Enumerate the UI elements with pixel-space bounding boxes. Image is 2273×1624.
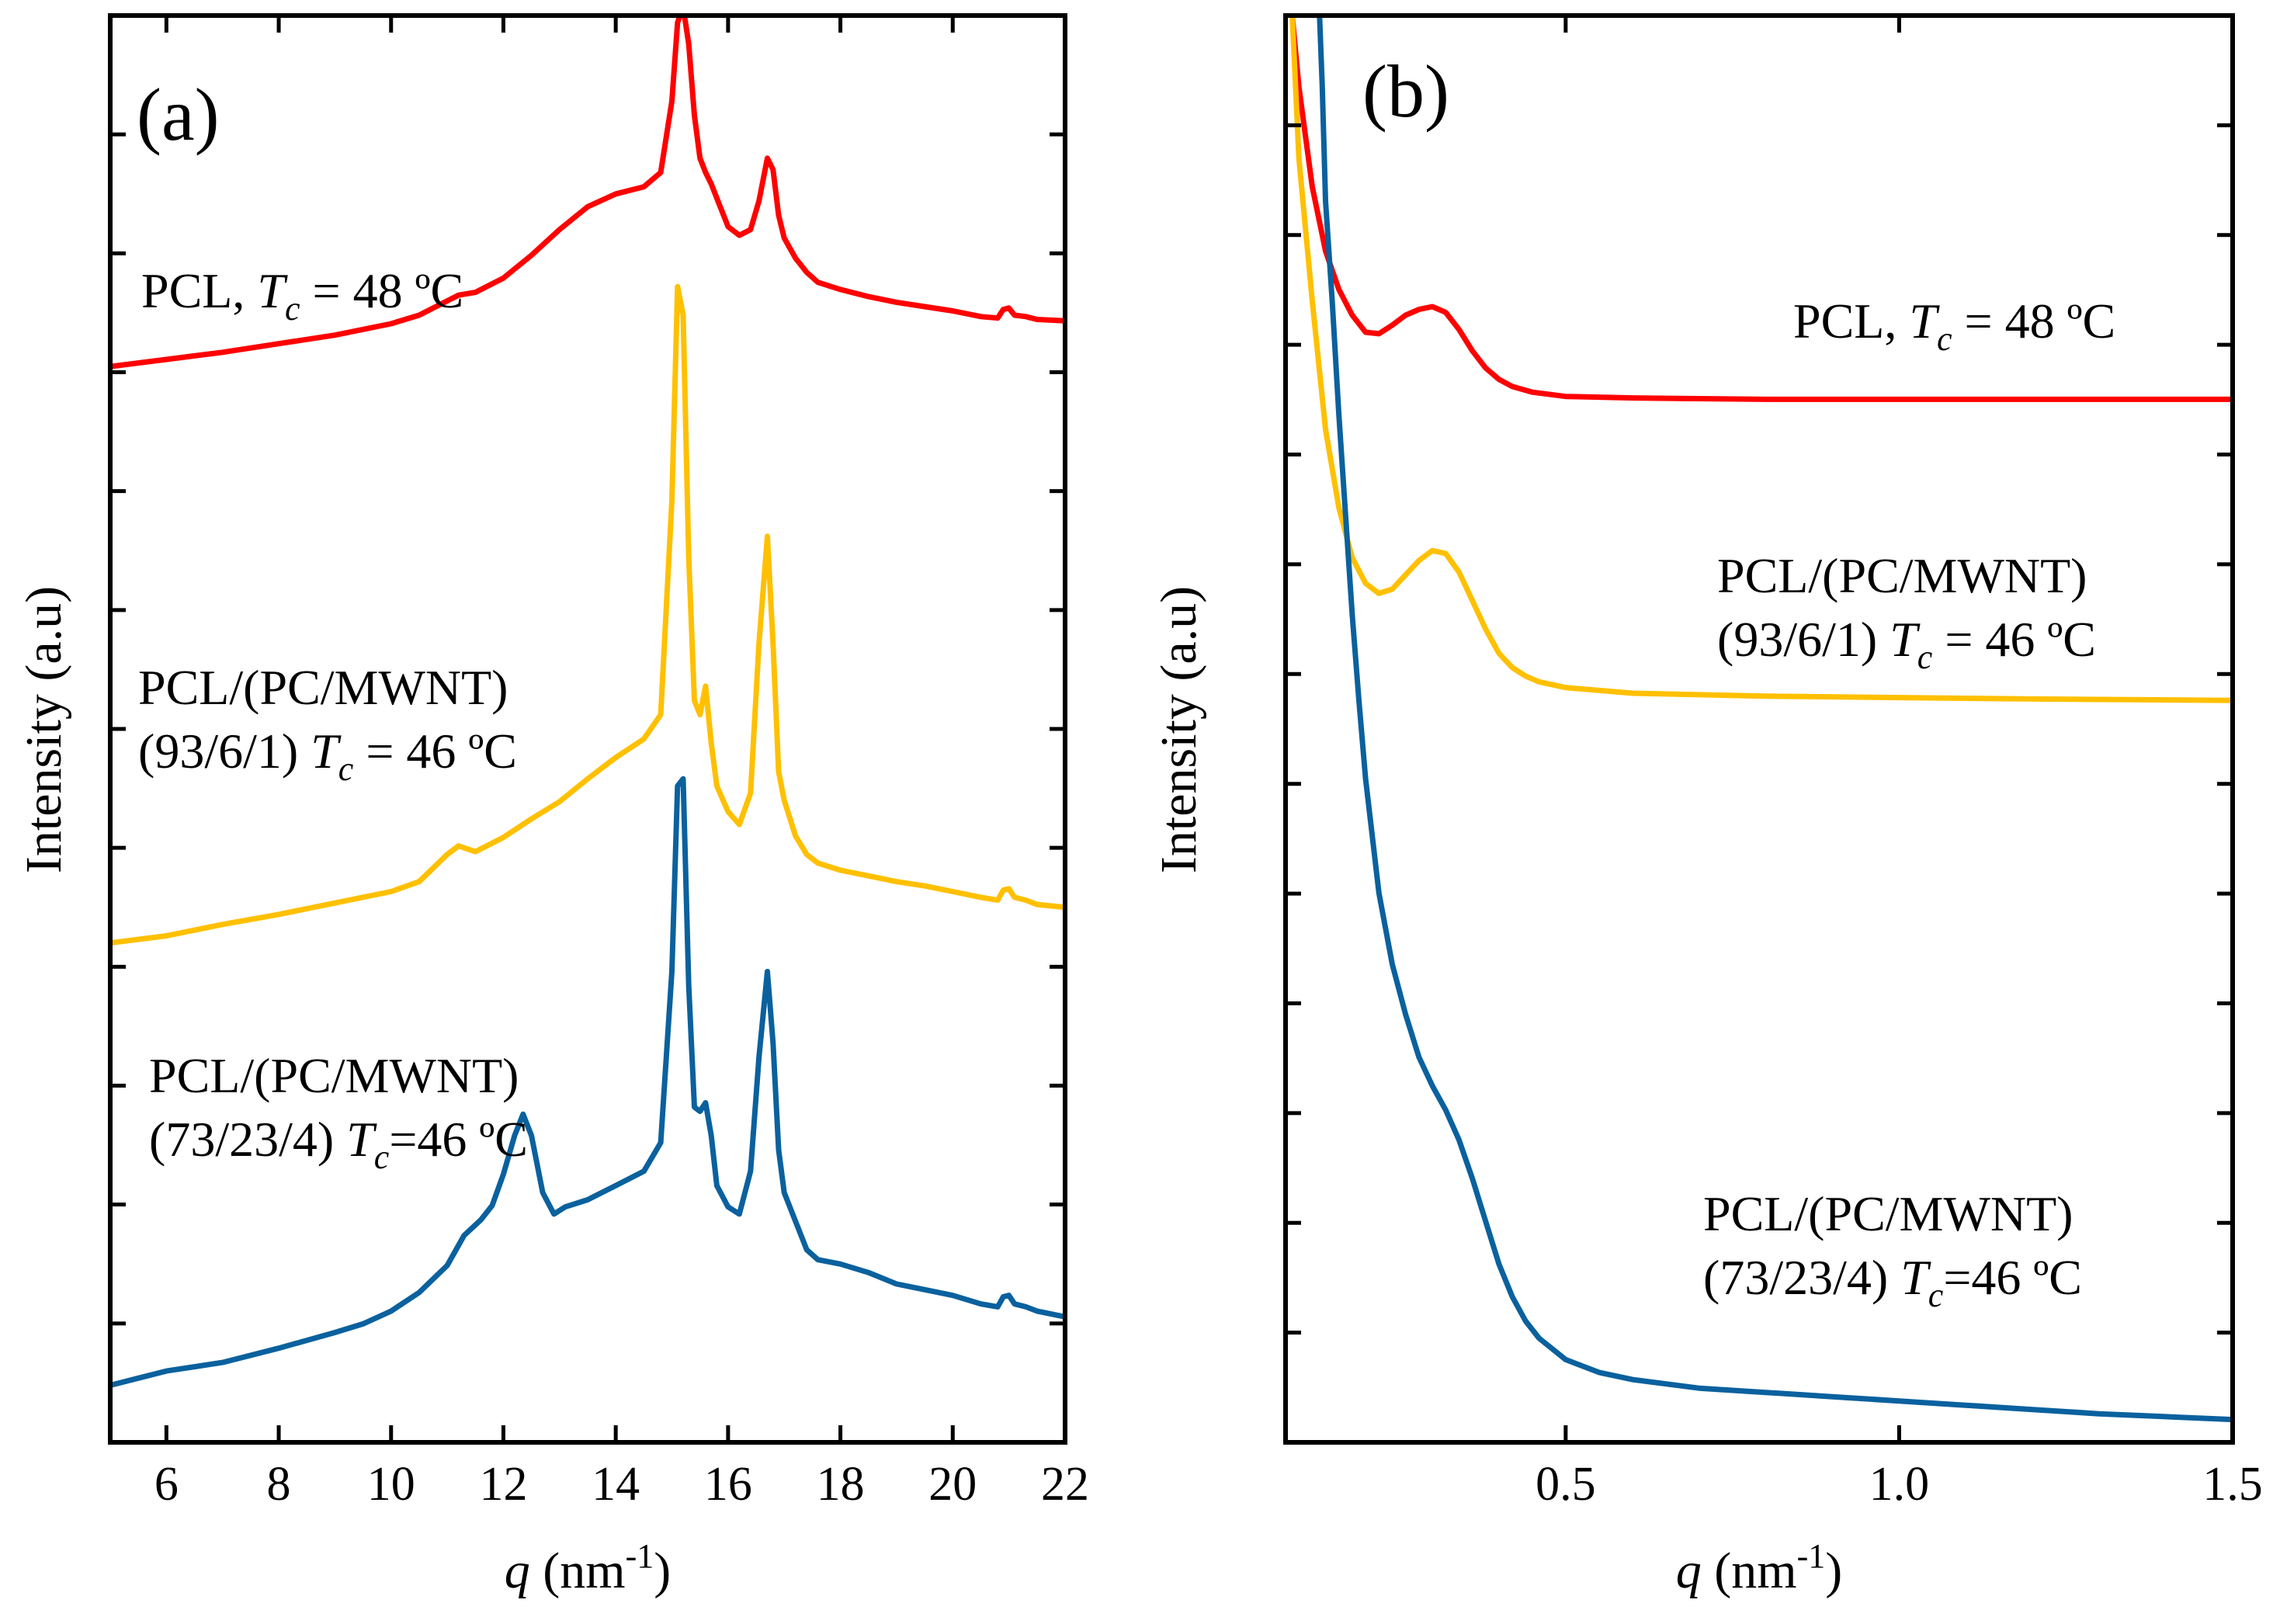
x-axis-title-a: q (nm-1) bbox=[505, 1537, 671, 1599]
x-tick-label-a-6: 18 bbox=[817, 1458, 865, 1511]
series-line-b-1 bbox=[1289, 16, 2233, 402]
series-line-a-1 bbox=[110, 16, 1065, 370]
series-label-a-3-line-2: (73/23/4) Tc=46 ºC bbox=[149, 1112, 528, 1176]
x-tick-label-b-1: 1.0 bbox=[1869, 1458, 1930, 1511]
series-line-b-3 bbox=[1317, 16, 2233, 1423]
chart-panel-b: 0.5 1.0 1.5 (b) Intensity (a.u) q (nm-1) PCL, … bbox=[1150, 13, 2263, 1599]
y-axis-title-b: Intensity (a.u) bbox=[1150, 586, 1207, 873]
series-label-a-3-line-1: PCL/(PC/MWNT) bbox=[149, 1048, 519, 1103]
axes-frame-b bbox=[1283, 13, 2235, 1445]
series-line-b-2 bbox=[1289, 16, 2233, 703]
y-axis-title-a: Intensity (a.u) bbox=[16, 586, 72, 873]
series-group-a bbox=[110, 16, 1065, 1388]
x-tick-label-a-1: 8 bbox=[267, 1458, 291, 1511]
series-label-a-2-line-1: PCL/(PC/MWNT) bbox=[138, 660, 508, 715]
chart-panel-a: 6 8 10 12 14 16 18 20 22 (a) Intensity (a.u) q (nm-… bbox=[16, 13, 1089, 1599]
x-tick-label-a-7: 20 bbox=[928, 1458, 977, 1511]
series-label-b-1-line-1: PCL, Tc = 48 ºC bbox=[1793, 293, 2115, 358]
x-tick-label-a-8: 22 bbox=[1041, 1458, 1089, 1511]
series-line-a-3 bbox=[110, 776, 1065, 1388]
x-axis-title-b: q (nm-1) bbox=[1676, 1537, 1842, 1599]
x-tick-label-a-5: 16 bbox=[704, 1458, 752, 1511]
x-tick-label-a-4: 14 bbox=[592, 1458, 640, 1511]
x-tick-label-a-3: 12 bbox=[479, 1458, 527, 1511]
panel-label-b: (b) bbox=[1362, 50, 1449, 133]
series-line-a-2 bbox=[110, 283, 1065, 946]
x-tick-label-b-0: 0.5 bbox=[1536, 1458, 1596, 1511]
x-tick-label-b-2: 1.5 bbox=[2202, 1458, 2263, 1511]
series-label-b-2-line-2: (93/6/1) Tc = 46 ºC bbox=[1717, 612, 2096, 676]
series-label-a-2-line-2: (93/6/1) Tc = 46 ºC bbox=[138, 724, 517, 788]
x-tick-label-a-2: 10 bbox=[367, 1458, 415, 1511]
series-label-b-3-line-1: PCL/(PC/MWNT) bbox=[1703, 1186, 2073, 1241]
series-label-b-3-line-2: (73/23/4) Tc=46 ºC bbox=[1703, 1250, 2082, 1314]
series-label-a-1-line-1: PCL, Tc = 48 ºC bbox=[141, 263, 463, 328]
series-label-b-2-line-1: PCL/(PC/MWNT) bbox=[1717, 548, 2087, 603]
panel-label-a: (a) bbox=[137, 73, 220, 156]
x-tick-label-a-0: 6 bbox=[154, 1458, 179, 1511]
series-group-b bbox=[1289, 16, 2233, 1423]
